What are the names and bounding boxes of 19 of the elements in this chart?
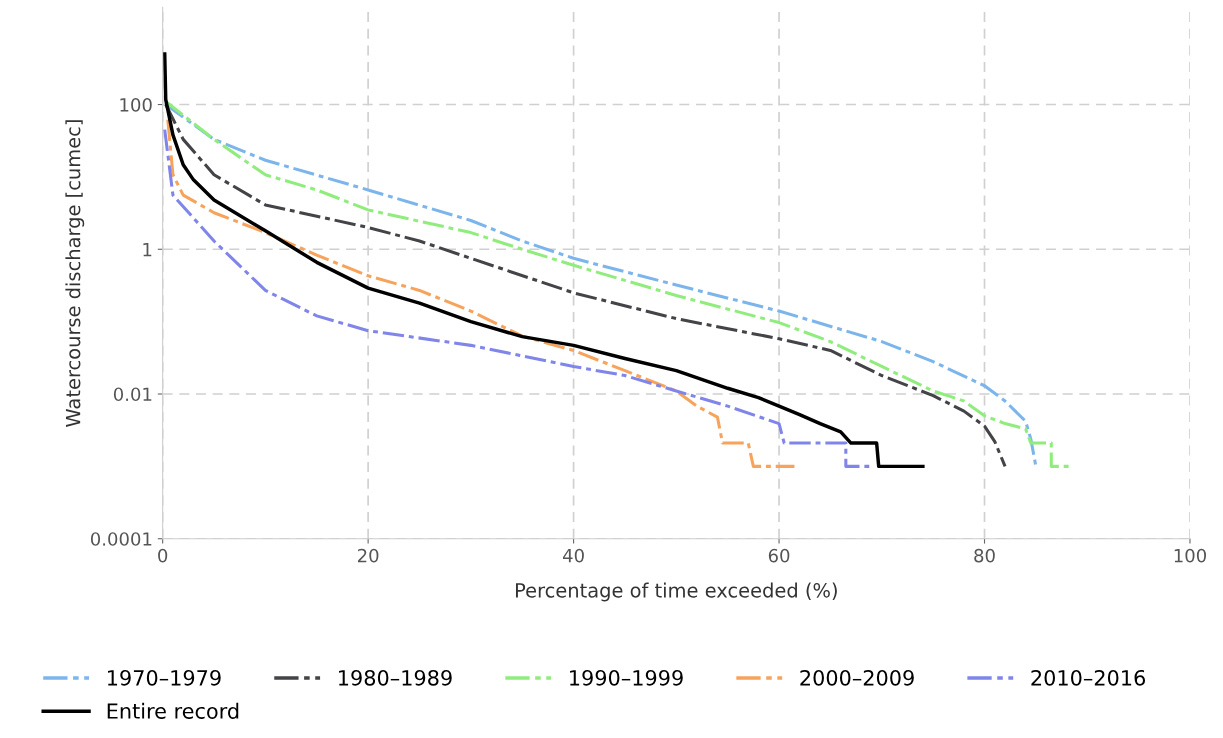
x-tick-label: 60 [768,548,790,563]
legend-label: 2000–2009 [800,669,914,686]
x-tick-label: 80 [974,548,995,563]
x-tick-label: 100 [1174,548,1207,563]
legend-label: 1980–1989 [339,669,452,686]
legend-label: 1990–1999 [570,669,683,686]
x-tick-label: 40 [562,548,584,563]
y-tick-label: 0.0001 [90,532,152,546]
x-tick-label: 20 [357,548,379,563]
y-tick-label: 100 [120,97,152,112]
legend-label: 1970–1979 [108,669,221,686]
y-tick-label: 0.01 [113,387,152,402]
y-axis-title: Watercourse discharge [cumec] [65,120,85,427]
legend-label: 2010–2016 [1031,669,1146,686]
x-axis-title: Percentage of time exceeded (%) [515,582,837,602]
y-tick-label: 1 [143,242,152,257]
line-series [162,52,925,469]
x-tick-label: 0 [158,548,168,563]
legend-label: Entire record [107,702,239,719]
